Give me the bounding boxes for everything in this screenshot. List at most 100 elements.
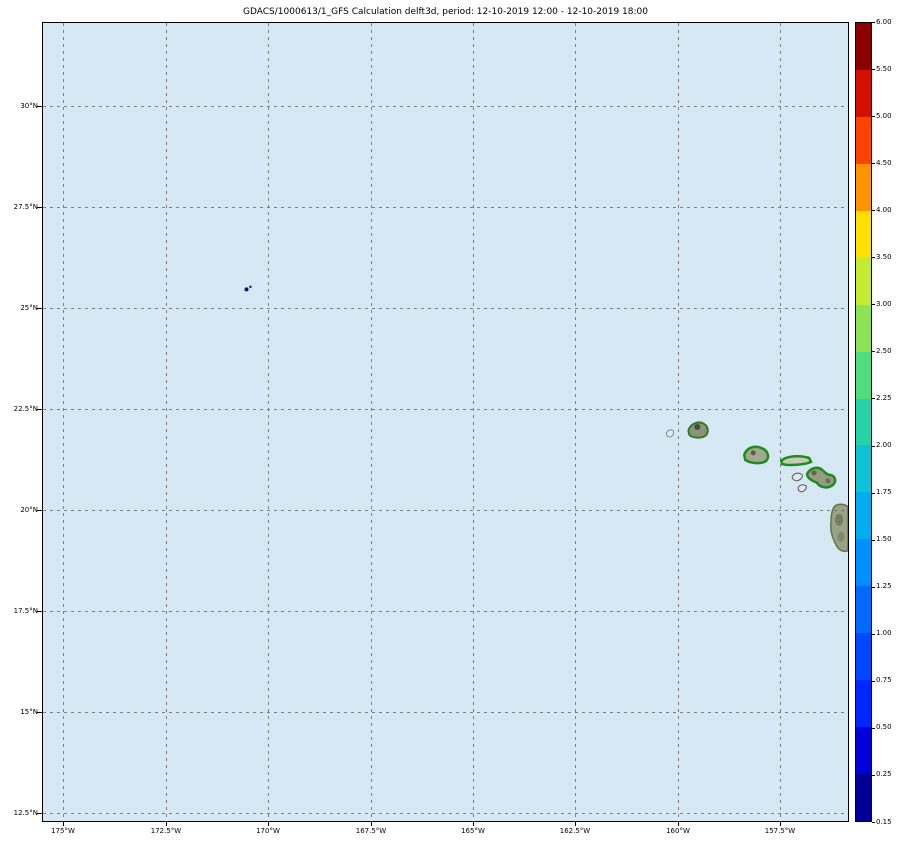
colorbar-tick: [872, 586, 875, 588]
colorbar: [855, 22, 872, 822]
colorbar-segment: [856, 163, 871, 211]
x-tick-label: 157.5°W: [764, 827, 796, 835]
colorbar-tick-label: 0.25: [876, 770, 892, 779]
colorbar-segment: [856, 257, 871, 305]
y-tick-label: 27.5°N: [13, 203, 38, 211]
y-axis-tick: [37, 106, 42, 107]
island-lanai: [791, 472, 803, 482]
colorbar-tick: [872, 822, 875, 823]
y-axis-tick: [37, 510, 42, 511]
gridline-horizontal: [43, 207, 848, 208]
colorbar-tick: [872, 351, 875, 353]
island-oahu-terrain: [750, 450, 756, 456]
y-axis-tick: [37, 409, 42, 410]
colorbar-tick: [872, 304, 875, 306]
island-hawaii-terrain: [835, 513, 844, 526]
colorbar-tick-label: 5.00: [876, 111, 892, 120]
gridline-horizontal: [43, 712, 848, 713]
x-axis-tick: [780, 822, 781, 826]
y-tick-label: 25°N: [20, 304, 38, 312]
colorbar-tick-label: 6.00: [876, 17, 892, 26]
colorbar-segment: [856, 351, 871, 399]
gridline-horizontal: [43, 409, 848, 410]
colorbar-segment: [856, 586, 871, 634]
island-oahu: [742, 445, 770, 465]
y-tick-label: 17.5°N: [13, 607, 38, 615]
colorbar-tick-label: 3.50: [876, 252, 892, 261]
x-tick-label: 175°W: [51, 827, 75, 835]
storm-marker: [249, 285, 252, 289]
y-tick-label: 30°N: [20, 102, 38, 110]
colorbar-tick-label: 1.75: [876, 488, 892, 497]
colorbar-tick-label: 1.50: [876, 535, 892, 544]
colorbar-segment: [856, 539, 871, 587]
colorbar-tick-label: 2.00: [876, 441, 892, 450]
colorbar-segment: [856, 69, 871, 117]
gridline-vertical: [678, 23, 679, 821]
colorbar-tick: [872, 22, 875, 23]
colorbar-segment: [856, 398, 871, 446]
island-kahoolawe: [797, 484, 807, 493]
x-axis-tick: [166, 822, 167, 826]
y-tick-label: 22.5°N: [13, 405, 38, 413]
colorbar-segment: [856, 210, 871, 258]
gridline-vertical: [268, 23, 269, 821]
gridline-vertical: [166, 23, 167, 821]
plot-title: GDACS/1000613/1_GFS Calculation delft3d,…: [243, 7, 648, 17]
colorbar-segment: [856, 445, 871, 493]
colorbar-tick: [872, 210, 875, 212]
island-molokai: [779, 454, 813, 467]
map-area: [42, 22, 849, 822]
colorbar-segment: [856, 492, 871, 540]
colorbar-tick: [872, 774, 875, 776]
island-kauai: [687, 421, 709, 439]
gridline-vertical: [371, 23, 372, 821]
colorbar-tick: [872, 257, 875, 259]
gridline-horizontal: [43, 611, 848, 612]
x-axis-tick: [678, 822, 679, 826]
island-niihau: [665, 429, 675, 438]
colorbar-tick: [872, 492, 875, 494]
y-axis-tick: [37, 813, 42, 814]
colorbar-tick-label: 5.50: [876, 64, 892, 73]
x-tick-label: 162.5°W: [559, 827, 591, 835]
gridline-horizontal: [43, 813, 848, 814]
colorbar-tick: [872, 445, 875, 447]
colorbar-segment: [856, 116, 871, 164]
colorbar-tick-label: 1.25: [876, 582, 892, 591]
gridline-horizontal: [43, 510, 848, 511]
colorbar-segment: [856, 680, 871, 728]
x-tick-label: 165°W: [461, 827, 485, 835]
colorbar-tick-label: 4.50: [876, 158, 892, 167]
colorbar-tick: [872, 727, 875, 729]
x-axis-tick: [371, 822, 372, 826]
y-tick-label: 20°N: [20, 506, 38, 514]
colorbar-tick: [872, 633, 875, 635]
y-tick-label: 15°N: [20, 708, 38, 716]
colorbar-tick-label: 0.75: [876, 676, 892, 685]
colorbar-segment: [856, 304, 871, 352]
gridline-horizontal: [43, 308, 848, 309]
y-axis-tick: [37, 611, 42, 612]
x-tick-label: 160°W: [666, 827, 690, 835]
colorbar-segment: [856, 774, 871, 821]
y-axis-tick: [37, 207, 42, 208]
colorbar-tick: [872, 680, 875, 682]
island-hawaii-terrain: [837, 531, 845, 542]
colorbar-tick-label: 1.00: [876, 629, 892, 638]
colorbar-tick: [872, 116, 875, 118]
colorbar-segment: [856, 633, 871, 681]
gridline-vertical: [473, 23, 474, 821]
colorbar-tick-label: 4.00: [876, 205, 892, 214]
colorbar-segment: [856, 23, 871, 70]
colorbar-tick-label: 2.25: [876, 393, 892, 402]
island-kauai-terrain: [694, 423, 701, 430]
x-axis-tick: [473, 822, 474, 826]
colorbar-tick: [872, 163, 875, 165]
x-tick-label: 172.5°W: [150, 827, 182, 835]
colorbar-tick: [872, 398, 875, 400]
y-tick-label: 12.5°N: [13, 809, 38, 817]
colorbar-tick: [872, 69, 875, 71]
island-maui: [805, 466, 837, 489]
